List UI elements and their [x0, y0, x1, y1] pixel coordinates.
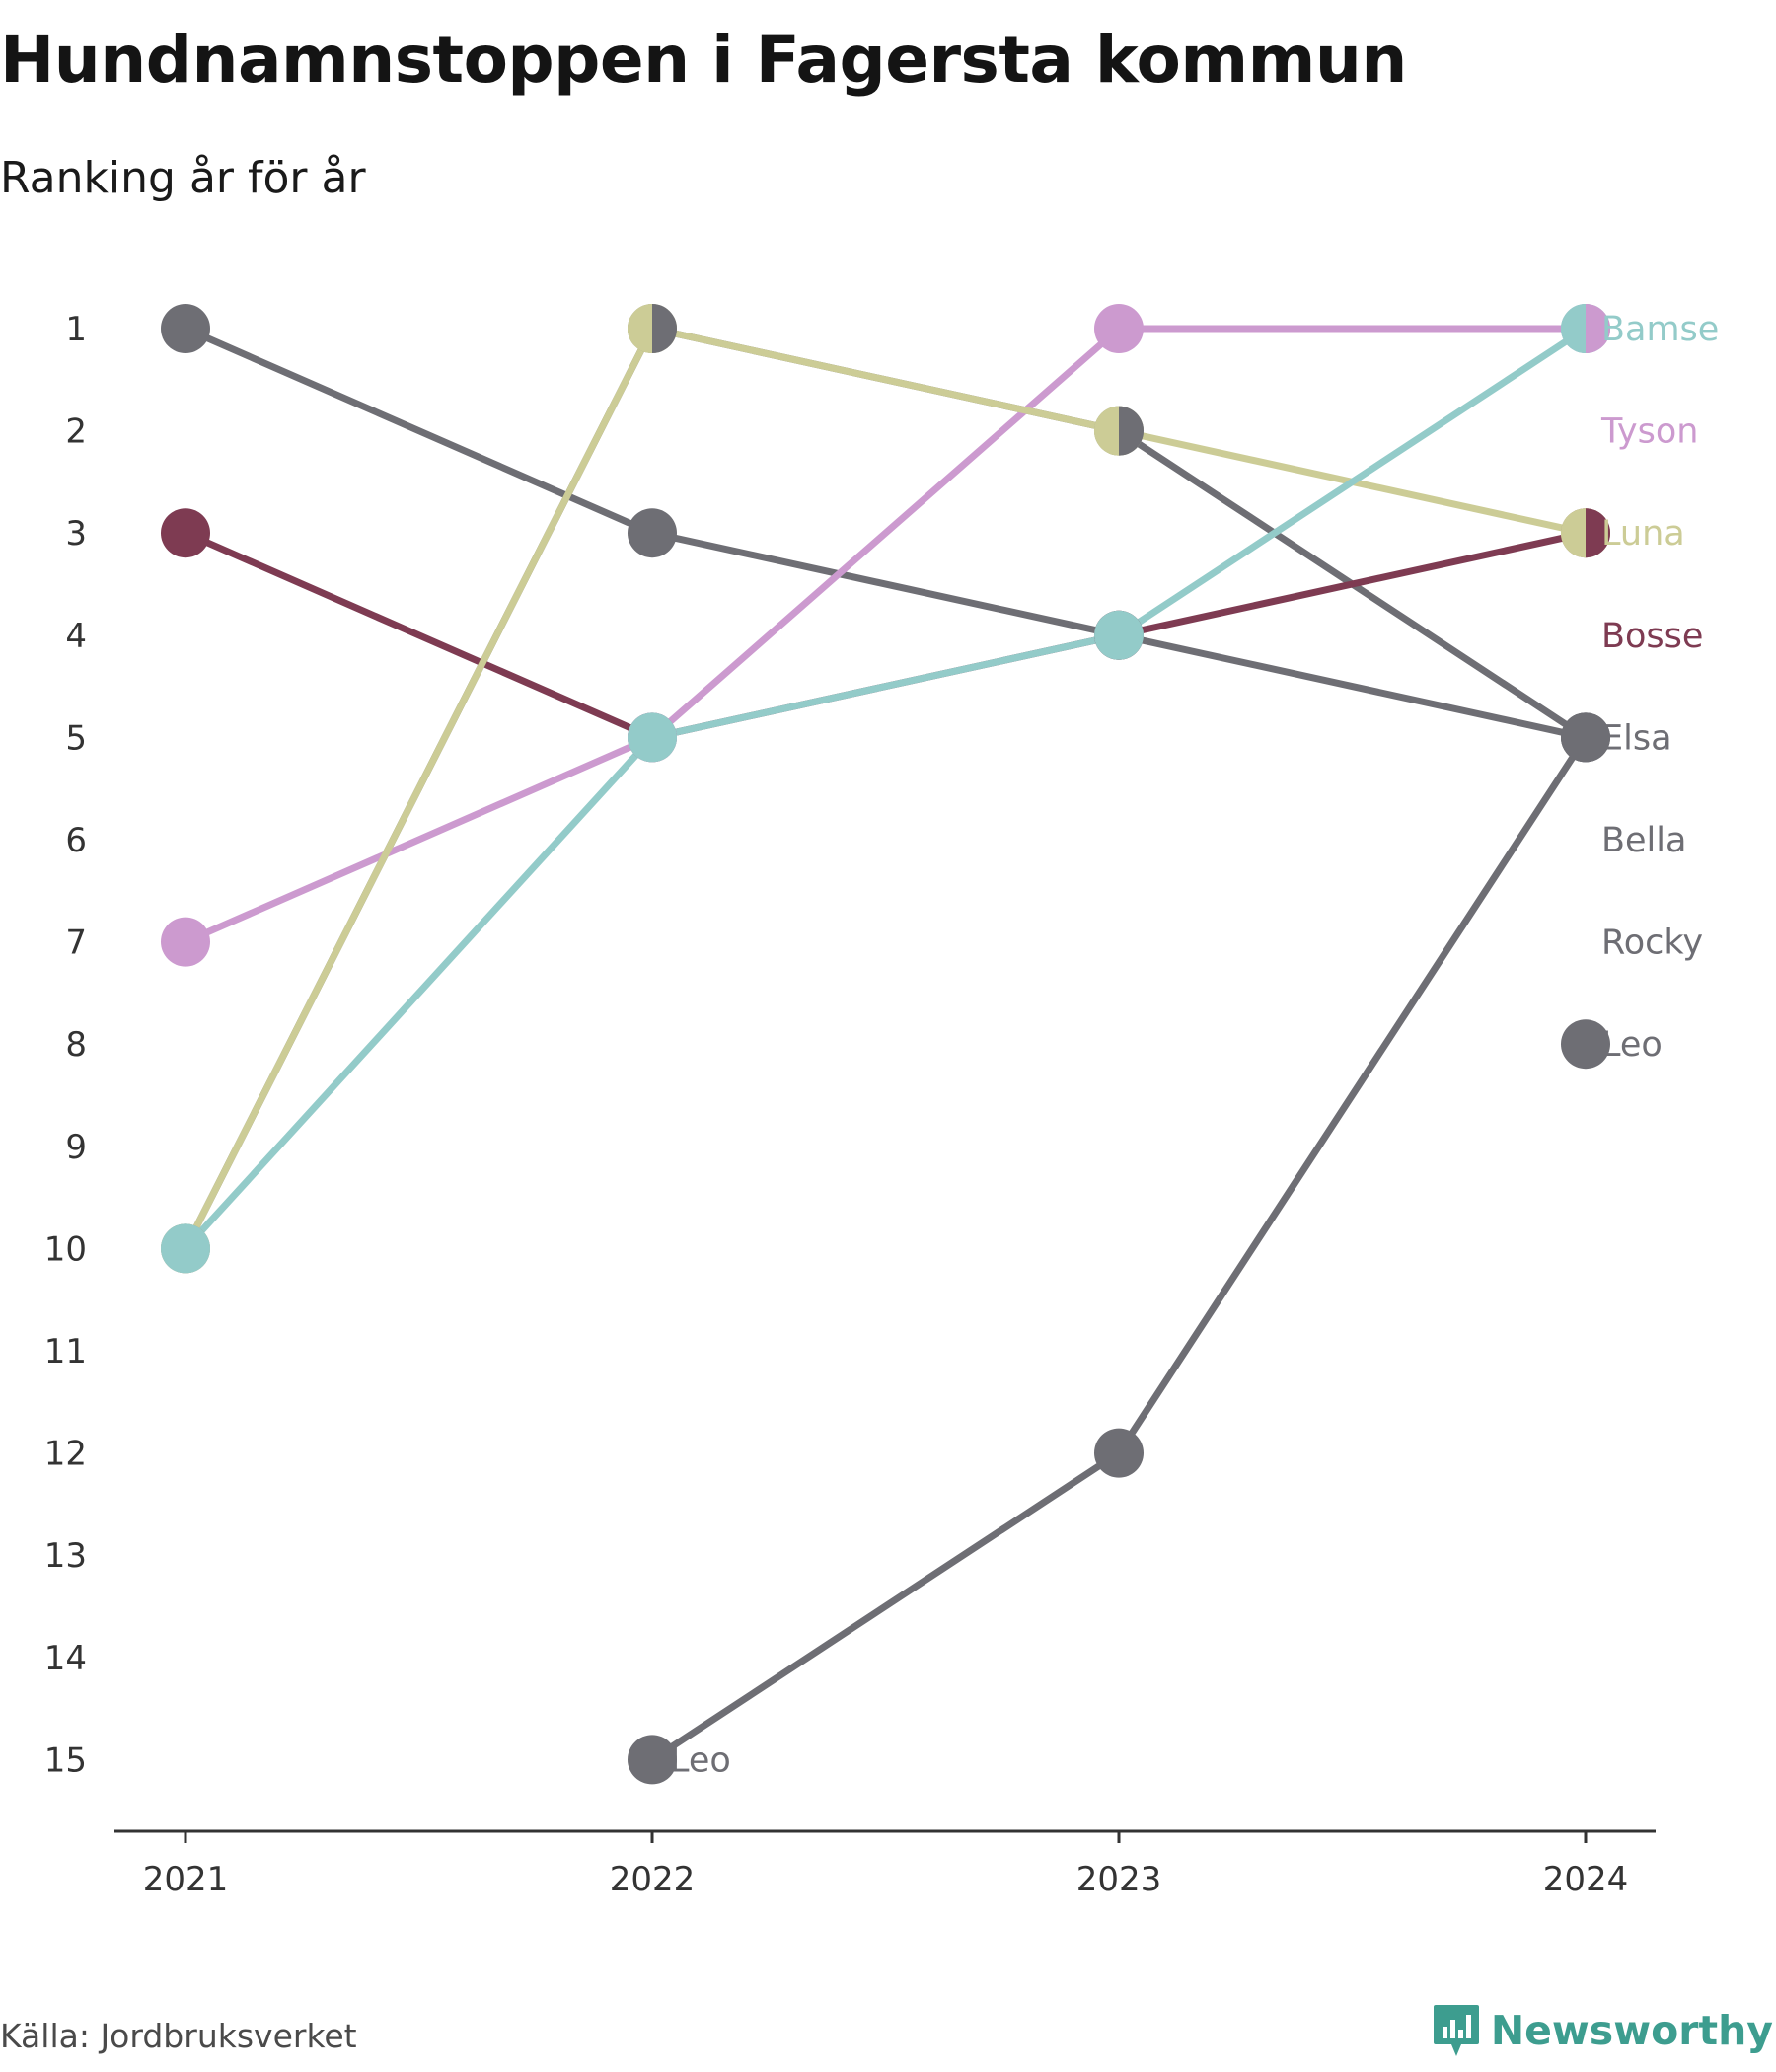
series-end-label-bamse: Bamse — [1601, 310, 1719, 349]
brand-name: Newsworthy — [1490, 2007, 1773, 2054]
series-line-bosse — [182, 529, 1590, 741]
series-end-label-tyson: Tyson — [1600, 412, 1698, 452]
series-end-label-elsa: Elsa — [1601, 718, 1672, 758]
y-tick-label: 11 — [44, 1332, 87, 1371]
series-end-label-luna: Luna — [1601, 514, 1685, 554]
series-end-label-bella: Bella — [1601, 821, 1686, 860]
data-point-bamse — [628, 712, 677, 763]
data-point-elsa — [161, 304, 210, 353]
data-point-leo — [1561, 712, 1610, 763]
x-tick-label: 2024 — [1543, 1860, 1629, 1899]
data-point-bamse — [161, 1223, 210, 1274]
data-point-split-left — [1094, 406, 1119, 456]
series-inline-label-leo: Leo — [670, 1740, 731, 1780]
source-note: Källa: Jordbruksverket — [0, 2017, 357, 2055]
data-point-split-left — [1561, 508, 1586, 558]
series-end-label-bosse: Bosse — [1601, 617, 1703, 656]
y-tick-label: 5 — [65, 718, 87, 758]
data-point-split-right — [1586, 304, 1610, 353]
series-line-leo — [648, 733, 1590, 1763]
x-tick-label: 2022 — [610, 1860, 696, 1899]
data-point-leo — [628, 1735, 677, 1785]
y-tick-label: 8 — [65, 1025, 87, 1065]
data-point-split-left — [628, 304, 652, 353]
y-tick-label: 14 — [44, 1639, 87, 1678]
series-end-label-rocky: Rocky — [1601, 924, 1703, 963]
x-tick-label: 2021 — [143, 1860, 229, 1899]
data-point-leo — [1094, 1428, 1144, 1478]
data-point-tyson — [1094, 304, 1144, 353]
y-tick-label: 9 — [65, 1128, 87, 1167]
data-point-split-left — [1561, 304, 1586, 353]
series-line-bamse — [182, 325, 1590, 1252]
data-point-elsa — [628, 508, 677, 558]
y-tick-label: 15 — [44, 1740, 87, 1780]
y-tick-label: 10 — [44, 1229, 87, 1269]
y-tick-label: 12 — [44, 1435, 87, 1474]
y-tick-label: 1 — [65, 310, 87, 349]
y-tick-label: 6 — [65, 821, 87, 860]
data-point-split-right — [652, 304, 677, 353]
data-point-tyson — [161, 917, 210, 967]
chart-title: Hundnamnstoppen i Fagersta kommun — [0, 22, 1407, 98]
y-tick-label: 2 — [65, 412, 87, 452]
data-point-leo — [1561, 1019, 1610, 1070]
data-point-bamse — [1094, 610, 1144, 660]
series-end-label-leo: Leo — [1601, 1025, 1663, 1065]
chart-subtitle: Ranking år för år — [0, 153, 366, 203]
y-tick-label: 4 — [65, 617, 87, 656]
brand[interactable]: Newsworthy — [1432, 2003, 1773, 2058]
y-tick-label: 3 — [65, 514, 87, 554]
data-point-split-right — [1586, 508, 1610, 558]
y-tick-label: 7 — [65, 924, 87, 963]
data-point-split-right — [1119, 406, 1144, 456]
series-line-elsa — [182, 325, 1590, 741]
y-tick-label: 13 — [44, 1536, 87, 1576]
series-line-tyson — [182, 325, 1590, 946]
data-point-bosse — [161, 508, 210, 558]
x-tick-label: 2023 — [1076, 1860, 1162, 1899]
newsworthy-logo-icon — [1433, 2005, 1479, 2056]
